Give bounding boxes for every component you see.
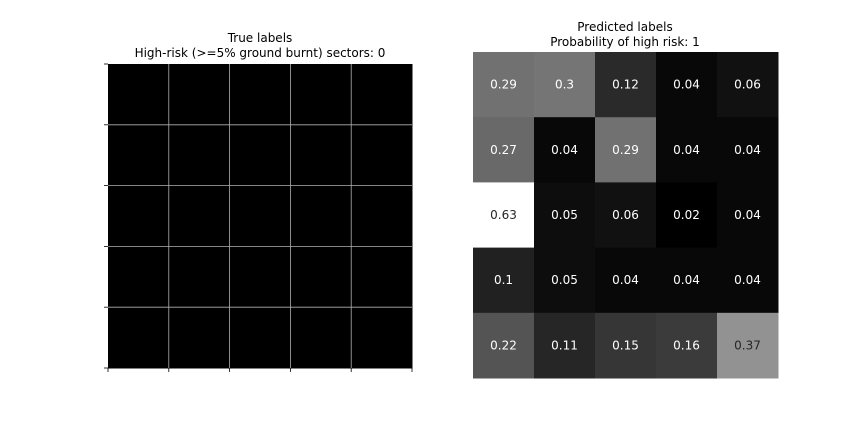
heatmap-cell: [473, 117, 535, 183]
heatmap-cell: [290, 185, 352, 247]
heatmap-cell: [473, 182, 535, 249]
heatmap-cell: [717, 182, 779, 249]
cell-value-label: 0.1: [494, 273, 513, 287]
heatmap-cell: [717, 52, 779, 118]
heatmap-cell: [229, 307, 291, 369]
heatmap-cell: [351, 185, 413, 247]
cell-value-label: 0.06: [612, 208, 639, 222]
cell-value-label: 0.63: [490, 208, 517, 222]
heatmap-cell: [108, 64, 170, 126]
true-labels-title: True labels: [227, 31, 293, 45]
heatmap-cell: [656, 182, 718, 249]
cell-value-label: 0.04: [551, 143, 578, 157]
heatmap-cell: [229, 185, 291, 247]
heatmap-cell: [473, 312, 535, 379]
heatmap-cell: [351, 124, 413, 187]
heatmap-cell: [595, 312, 657, 379]
heatmap-cell: [656, 247, 718, 314]
cell-value-label: 0.04: [734, 273, 761, 287]
heatmap-cell: [168, 246, 231, 308]
true-labels-panel: True labels High-risk (>=5% ground burnt…: [104, 31, 413, 372]
heatmap-cell: [656, 117, 718, 183]
heatmap-cell: [656, 52, 718, 118]
heatmap-cell: [717, 312, 779, 379]
predicted-labels-subtitle: Probability of high risk: 1: [550, 35, 700, 49]
predicted-labels-panel: Predicted labels Probability of high ris…: [473, 20, 779, 379]
heatmap-cell: [290, 307, 352, 369]
heatmap-cell: [229, 124, 291, 187]
cell-value-label: 0.05: [551, 208, 578, 222]
heatmap-cell: [229, 246, 291, 308]
cell-value-label: 0.27: [490, 143, 517, 157]
heatmap-cell: [595, 182, 657, 249]
heatmap-cell: [168, 307, 231, 369]
heatmap-cell: [534, 247, 596, 314]
cell-value-label: 0.04: [734, 143, 761, 157]
heatmap-cell: [168, 185, 231, 247]
heatmap-cell: [168, 64, 231, 126]
heatmap-cell: [595, 117, 657, 183]
heatmap-cell: [595, 52, 657, 118]
heatmap-cell: [168, 124, 231, 187]
heatmap-cell: [717, 117, 779, 183]
cell-value-label: 0.16: [673, 338, 700, 352]
heatmap-cell: [534, 52, 596, 118]
heatmap-cell: [473, 247, 535, 314]
heatmap-cell: [351, 64, 413, 126]
cell-value-label: 0.06: [734, 78, 761, 92]
cell-value-label: 0.04: [673, 78, 700, 92]
cell-value-label: 0.12: [612, 78, 639, 92]
heatmap-cell: [656, 312, 718, 379]
cell-value-label: 0.29: [612, 143, 639, 157]
heatmap-cell: [290, 124, 352, 187]
cell-value-label: 0.05: [551, 273, 578, 287]
true-labels-subtitle: High-risk (>=5% ground burnt) sectors: 0: [135, 46, 386, 60]
heatmap-cell: [351, 307, 413, 369]
heatmap-cell: [534, 117, 596, 183]
cell-value-label: 0.11: [551, 338, 578, 352]
true-labels-ticks: [104, 63, 413, 372]
cell-value-label: 0.37: [734, 338, 761, 352]
heatmap-cell: [534, 182, 596, 249]
cell-value-label: 0.15: [612, 338, 639, 352]
cell-value-label: 0.29: [490, 78, 517, 92]
heatmap-cell: [108, 185, 170, 247]
cell-value-label: 0.04: [734, 208, 761, 222]
cell-value-label: 0.3: [555, 78, 574, 92]
heatmap-cell: [717, 247, 779, 314]
heatmap-cell: [108, 246, 170, 308]
heatmap-cell: [108, 307, 170, 369]
heatmap-cell: [290, 246, 352, 308]
heatmap-cell: [229, 64, 291, 126]
predicted-labels-title: Predicted labels: [577, 20, 672, 34]
heatmap-cell: [595, 247, 657, 314]
true-labels-gridlines: [108, 64, 412, 368]
cell-value-label: 0.04: [673, 143, 700, 157]
cell-value-label: 0.22: [490, 338, 517, 352]
true-labels-heatmap: [108, 64, 413, 369]
cell-value-label: 0.04: [612, 273, 639, 287]
cell-value-label: 0.04: [673, 273, 700, 287]
heatmap-cell: [108, 124, 170, 187]
heatmap-cell: [473, 52, 535, 118]
heatmap-cell: [290, 64, 352, 126]
heatmap-cell: [351, 246, 413, 308]
heatmap-cell: [534, 312, 596, 379]
predicted-labels-heatmap: 0.29 0.3 0.12 0.04 0.06 0.27 0.04 0.29 0.04 0.04 0…: [473, 52, 779, 379]
cell-value-label: 0.02: [673, 208, 700, 222]
